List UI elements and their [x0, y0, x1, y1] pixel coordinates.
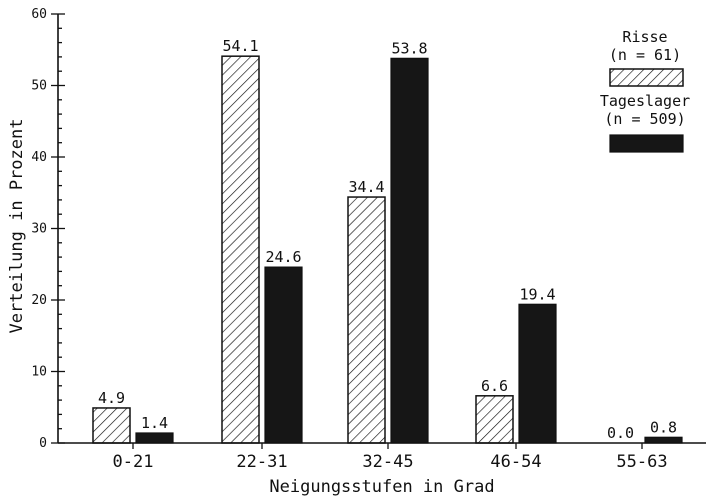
y-tick-label: 20 — [31, 293, 47, 308]
data-label-risse-55-63: 0.0 — [607, 424, 634, 442]
y-axis-ticks: 0 10 20 30 40 50 60 — [31, 7, 65, 451]
data-label-tageslager-22-31: 24.6 — [265, 248, 301, 266]
bar-tageslager-46-54 — [518, 303, 557, 444]
x-tick-label-55-63: 55-63 — [616, 452, 667, 472]
y-tick-label: 50 — [31, 79, 47, 94]
data-label-risse-22-31: 54.1 — [222, 37, 258, 55]
legend: Risse (n = 61) Tageslager (n = 509) — [600, 28, 690, 153]
legend-count-risse: (n = 61) — [609, 46, 681, 64]
x-axis-tick-labels: 0-21 22-31 32-45 46-54 55-63 — [113, 443, 668, 472]
legend-swatch-tageslager — [609, 134, 684, 153]
legend-swatch-risse — [609, 68, 684, 87]
data-labels: 4.9 1.4 54.1 24.6 34.4 53.8 6.6 19.4 0.0 0.8 — [98, 37, 677, 442]
y-tick-label: 10 — [31, 365, 47, 380]
data-label-tageslager-32-45: 53.8 — [391, 39, 427, 57]
data-label-tageslager-55-63: 0.8 — [650, 418, 677, 436]
legend-label-tageslager: Tageslager — [600, 92, 690, 110]
x-tick-label-32-45: 32-45 — [362, 452, 413, 472]
bar-risse-46-54 — [475, 395, 514, 444]
y-tick-label: 0 — [39, 436, 47, 451]
y-tick-label: 30 — [31, 222, 47, 237]
x-tick-label-22-31: 22-31 — [236, 452, 287, 472]
bar-tageslager-0-21 — [135, 432, 174, 444]
bar-tageslager-22-31 — [264, 266, 303, 444]
bar-risse-32-45 — [347, 196, 386, 444]
data-label-risse-32-45: 34.4 — [348, 178, 384, 196]
data-label-tageslager-0-21: 1.4 — [141, 414, 168, 432]
y-tick-label: 40 — [31, 150, 47, 165]
x-tick-label-46-54: 46-54 — [490, 452, 541, 472]
bar-tageslager-55-63 — [644, 436, 683, 444]
bar-risse-22-31 — [221, 55, 260, 444]
y-tick-label: 60 — [31, 7, 47, 22]
data-label-risse-46-54: 6.6 — [481, 377, 508, 395]
bars — [92, 55, 683, 444]
bar-tageslager-32-45 — [390, 57, 429, 444]
x-axis-title: Neigungsstufen in Grad — [269, 477, 494, 497]
y-axis-title: Verteilung in Prozent — [7, 119, 27, 334]
data-label-risse-0-21: 4.9 — [98, 389, 125, 407]
legend-label-risse: Risse — [622, 28, 667, 46]
data-label-tageslager-46-54: 19.4 — [519, 285, 555, 303]
legend-count-tageslager: (n = 509) — [604, 110, 685, 128]
bar-risse-0-21 — [92, 407, 131, 444]
x-tick-label-0-21: 0-21 — [113, 452, 154, 472]
